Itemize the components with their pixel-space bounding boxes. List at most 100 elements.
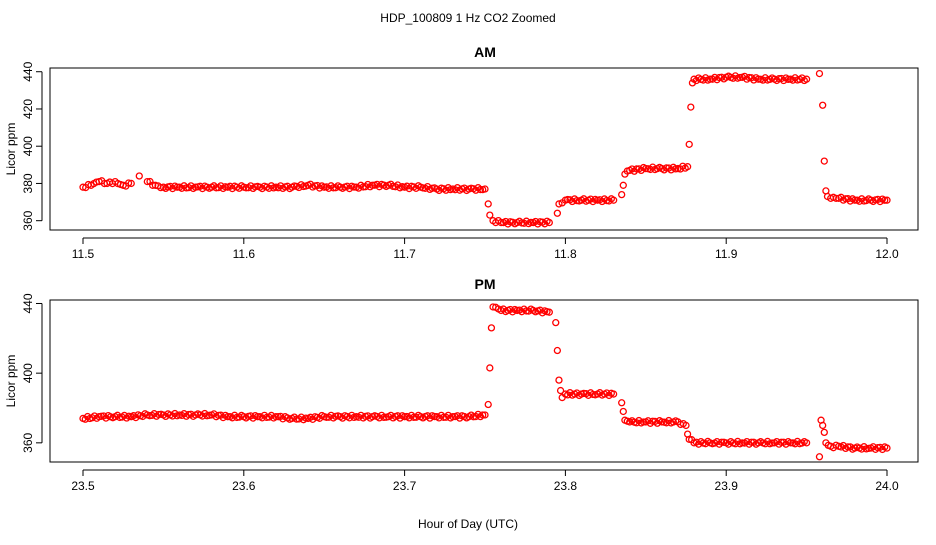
- data-point: [143, 177, 151, 186]
- data-point-fill: [157, 183, 165, 192]
- data-point-fill: [881, 196, 889, 204]
- data-point: [484, 200, 492, 208]
- x-tick-label: 11.9: [715, 247, 738, 261]
- data-point: [481, 411, 489, 419]
- data-point-fill: [173, 183, 181, 191]
- data-point-fill: [747, 438, 756, 446]
- y-tick-label: 380: [21, 173, 35, 193]
- data-point-fill: [775, 75, 783, 83]
- data-point: [553, 209, 562, 217]
- data-point-fill: [717, 438, 726, 446]
- data-point: [481, 185, 489, 193]
- data-point-fill: [639, 418, 648, 426]
- panel-pm-ylabel: Licor ppm: [4, 355, 18, 408]
- x-tick-label: 23.8: [554, 479, 578, 493]
- data-point-fill: [632, 165, 641, 173]
- data-point: [706, 75, 714, 83]
- panel-am: AM Licor ppm 11.5 11.6 11.7 11.8 11.9 12.0 36…: [4, 44, 919, 261]
- data-point: [820, 157, 828, 165]
- data-point: [486, 364, 494, 372]
- data-point-fill: [527, 218, 535, 227]
- y-tick-label: 360: [21, 433, 35, 453]
- data-point: [618, 190, 626, 199]
- data-point-fill: [124, 179, 133, 187]
- data-point-fill: [479, 411, 487, 419]
- data-point-fill: [350, 183, 358, 191]
- data-point: [609, 196, 618, 204]
- data-point: [682, 421, 690, 430]
- x-tick-label: 24.0: [875, 479, 899, 493]
- data-point: [553, 346, 562, 355]
- panel-pm-points: [79, 303, 891, 461]
- panel-am-plot-box: [49, 67, 919, 231]
- data-point: [754, 75, 763, 83]
- y-tick-label: 400: [21, 363, 35, 383]
- data-point: [556, 386, 565, 395]
- y-tick-label: 420: [21, 99, 35, 119]
- data-point-fill: [476, 185, 485, 194]
- data-point: [819, 101, 827, 109]
- panel-pm: PM Licor ppm 23.5 23.6 23.7 23.8 23.9 24.0 36…: [4, 276, 919, 493]
- y-tick-label: 440: [21, 61, 35, 81]
- data-point: [555, 200, 563, 208]
- data-point-fill: [522, 307, 530, 315]
- data-point: [555, 376, 563, 384]
- panel-pm-x-axis: 23.5 23.6 23.7 23.8 23.9 24.0: [71, 469, 899, 493]
- figure-title: HDP_100809 1 Hz CO2 Zoomed: [380, 11, 555, 25]
- data-point: [127, 179, 135, 188]
- data-point: [368, 181, 377, 189]
- data-point: [687, 103, 695, 111]
- data-point: [685, 140, 693, 148]
- data-point: [497, 218, 505, 227]
- data-point: [883, 444, 891, 452]
- data-point: [487, 324, 496, 332]
- x-tick-label: 23.9: [715, 479, 739, 493]
- data-point: [802, 75, 811, 83]
- panel-am-y-axis: 360 380 400 420 440: [21, 61, 43, 231]
- data-point: [786, 439, 795, 447]
- panel-am-points: [79, 69, 891, 228]
- data-point-fill: [777, 438, 785, 446]
- x-tick-label: 23.5: [71, 479, 95, 493]
- data-point-fill: [430, 412, 439, 421]
- y-tick-label: 360: [21, 210, 35, 230]
- data-point: [545, 218, 553, 227]
- data-point: [851, 196, 859, 204]
- data-point-fill: [253, 413, 262, 421]
- data-point: [883, 196, 891, 204]
- data-point: [449, 413, 457, 421]
- data-point: [819, 421, 827, 430]
- y-tick-label: 400: [21, 136, 35, 156]
- panel-am-title: AM: [474, 44, 496, 60]
- panel-pm-title: PM: [475, 276, 496, 292]
- data-point: [619, 181, 627, 189]
- x-tick-label: 12.0: [875, 247, 899, 261]
- panel-pm-plot-box: [49, 299, 919, 463]
- x-tick-label: 11.8: [554, 247, 577, 261]
- data-point: [272, 413, 280, 421]
- data-point: [820, 428, 828, 437]
- data-point: [486, 211, 494, 219]
- data-point-fill: [832, 194, 840, 203]
- data-point: [618, 399, 626, 407]
- panel-am-x-axis: 11.5 11.6 11.7 11.8 11.9 12.0: [72, 237, 899, 261]
- panel-am-ylabel: Licor ppm: [4, 123, 18, 176]
- x-tick-label: 23.6: [232, 479, 256, 493]
- x-tick-label: 11.7: [393, 247, 416, 261]
- data-point: [552, 318, 560, 327]
- data-point: [224, 413, 232, 421]
- panel-pm-y-axis: 360 400 440: [21, 293, 43, 453]
- data-point: [135, 172, 143, 180]
- data-point: [802, 439, 811, 447]
- x-tick-label: 11.6: [233, 247, 256, 261]
- y-tick-label: 440: [21, 293, 35, 313]
- data-point: [815, 69, 824, 78]
- data-point: [545, 308, 553, 316]
- data-point: [619, 407, 627, 416]
- data-point: [609, 390, 618, 398]
- figure-xlabel: Hour of Day (UTC): [418, 517, 518, 531]
- data-point: [683, 163, 692, 171]
- x-tick-label: 23.7: [393, 479, 417, 493]
